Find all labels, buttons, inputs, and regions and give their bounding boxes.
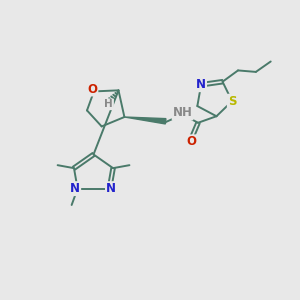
- Text: H: H: [104, 99, 113, 109]
- Text: N: N: [70, 182, 80, 195]
- Text: O: O: [87, 82, 98, 95]
- Text: O: O: [187, 135, 196, 148]
- Text: S: S: [228, 95, 236, 108]
- Text: NH: NH: [172, 106, 193, 119]
- Text: N: N: [106, 182, 116, 195]
- Text: N: N: [196, 78, 206, 91]
- Polygon shape: [124, 117, 166, 124]
